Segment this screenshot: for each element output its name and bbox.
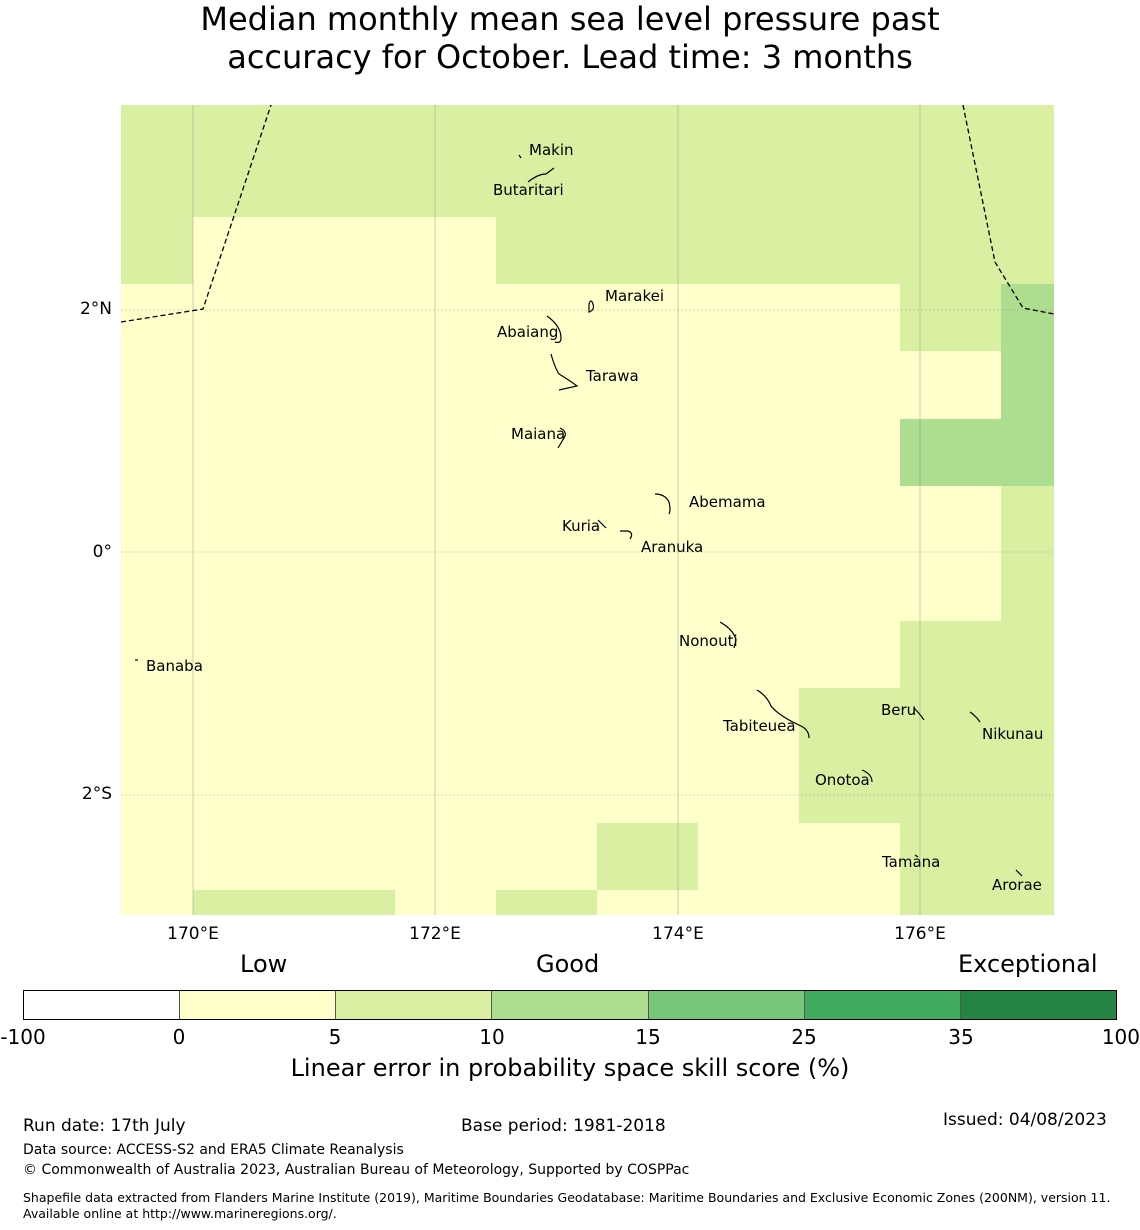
legend-category-good: Good bbox=[536, 950, 600, 978]
abaiang-shape bbox=[546, 315, 562, 344]
abemama-shape bbox=[654, 493, 671, 515]
island-label-nonouti: Nonouti bbox=[679, 632, 738, 650]
marakei-shape bbox=[588, 300, 595, 313]
colorbar-tick-0: 0 bbox=[172, 1025, 186, 1049]
colorbar-segment-25-35 bbox=[804, 991, 961, 1019]
nonouti-shape bbox=[719, 621, 737, 649]
island-label-tarawa: Tarawa bbox=[585, 367, 639, 385]
colorbar-segment-neg100-0 bbox=[24, 991, 181, 1019]
beru-shape bbox=[913, 707, 925, 721]
island-label-tamana: Tamana bbox=[881, 853, 940, 871]
island-label-abaiang: Abaiang bbox=[497, 323, 558, 341]
title-line-2: accuracy for October. Lead time: 3 month… bbox=[227, 38, 913, 76]
island-label-banaba: Banaba bbox=[146, 657, 203, 675]
colorbar-label: Linear error in probability space skill … bbox=[290, 1054, 850, 1082]
island-labels: Makin Butaritari Marakei Abaiang Tarawa … bbox=[146, 141, 1043, 894]
island-label-nikunau: Nikunau bbox=[982, 725, 1043, 743]
colorbar-tick-5: 5 bbox=[328, 1025, 342, 1049]
colorbar bbox=[23, 990, 1117, 1020]
colorbar-segment-5-10 bbox=[336, 991, 493, 1019]
lat-label-2s: 2°S bbox=[81, 784, 112, 804]
kuria-shape bbox=[597, 519, 607, 529]
island-label-tabiteuea: Tabiteuea bbox=[722, 717, 796, 735]
eez-boundary-east bbox=[962, 104, 1055, 315]
lon-label-176e: 176°E bbox=[894, 924, 946, 944]
colorbar-tick-15: 15 bbox=[635, 1025, 661, 1049]
butaritari-shape bbox=[527, 167, 555, 183]
skill-map: Makin Butaritari Marakei Abaiang Tarawa … bbox=[120, 104, 1055, 915]
data-source: Data source: ACCESS-S2 and ERA5 Climate … bbox=[23, 1142, 404, 1158]
eez-boundary-west bbox=[120, 104, 272, 323]
island-label-makin: Makin bbox=[529, 141, 574, 159]
makin-shape bbox=[518, 154, 522, 159]
island-label-abemama: Abemama bbox=[689, 493, 766, 511]
island-label-arorae: Arorae bbox=[992, 876, 1042, 894]
island-label-marakei: Marakei bbox=[605, 287, 664, 305]
lon-label-174e: 174°E bbox=[652, 924, 704, 944]
copyright: © Commonwealth of Australia 2023, Austra… bbox=[23, 1162, 690, 1178]
run-date: Run date: 17th July bbox=[23, 1116, 186, 1136]
colorbar-tick-100: 100 bbox=[1101, 1025, 1140, 1049]
tarawa-shape bbox=[550, 353, 579, 391]
lon-label-172e: 172°E bbox=[409, 924, 461, 944]
legend-category-low: Low bbox=[240, 950, 288, 978]
skill-cells-5-10 bbox=[121, 105, 1054, 915]
lat-label-0: 0° bbox=[92, 542, 112, 562]
island-label-butaritari: Butaritari bbox=[493, 181, 564, 199]
nikunau-shape bbox=[969, 711, 981, 723]
colorbar-tick-10: 10 bbox=[479, 1025, 505, 1049]
title-line-1: Median monthly mean sea level pressure p… bbox=[200, 0, 940, 38]
colorbar-segment-0-5 bbox=[180, 991, 337, 1019]
onotoa-shape bbox=[861, 769, 873, 783]
base-period: Base period: 1981-2018 bbox=[461, 1116, 666, 1136]
island-label-maiana: Maiana bbox=[511, 425, 565, 443]
island-shapes bbox=[135, 154, 1023, 877]
gridlines bbox=[121, 105, 1054, 915]
skill-cells-10-15 bbox=[900, 284, 1054, 486]
lat-label-2n: 2°N bbox=[79, 299, 112, 319]
island-label-aranuka: Aranuka bbox=[641, 538, 703, 556]
shapefile-credit: Shapefile data extracted from Flanders M… bbox=[23, 1190, 1111, 1221]
legend-category-exceptional: Exceptional bbox=[958, 950, 1098, 978]
colorbar-tick-25: 25 bbox=[791, 1025, 817, 1049]
eez-boundaries bbox=[120, 104, 1055, 323]
colorbar-segment-35-100 bbox=[960, 991, 1116, 1019]
island-label-onotoa: Onotoa bbox=[815, 771, 870, 789]
colorbar-segment-15-25 bbox=[648, 991, 805, 1019]
issued-date: Issued: 04/08/2023 bbox=[943, 1110, 1107, 1130]
maiana-shape bbox=[557, 427, 566, 449]
colorbar-segment-10-15 bbox=[492, 991, 649, 1019]
arorae-shape bbox=[1015, 869, 1023, 877]
colorbar-tick-35: 35 bbox=[948, 1025, 974, 1049]
tamana-shape bbox=[914, 854, 919, 858]
lon-label-170e: 170°E bbox=[167, 924, 219, 944]
aranuka-shape bbox=[620, 530, 633, 540]
map-title: Median monthly mean sea level pressure p… bbox=[0, 0, 1140, 76]
tabiteuea-shape bbox=[756, 689, 810, 739]
colorbar-tick-neg100: -100 bbox=[0, 1025, 46, 1049]
island-label-beru: Beru bbox=[881, 701, 916, 719]
island-label-kuria: Kuria bbox=[562, 517, 600, 535]
